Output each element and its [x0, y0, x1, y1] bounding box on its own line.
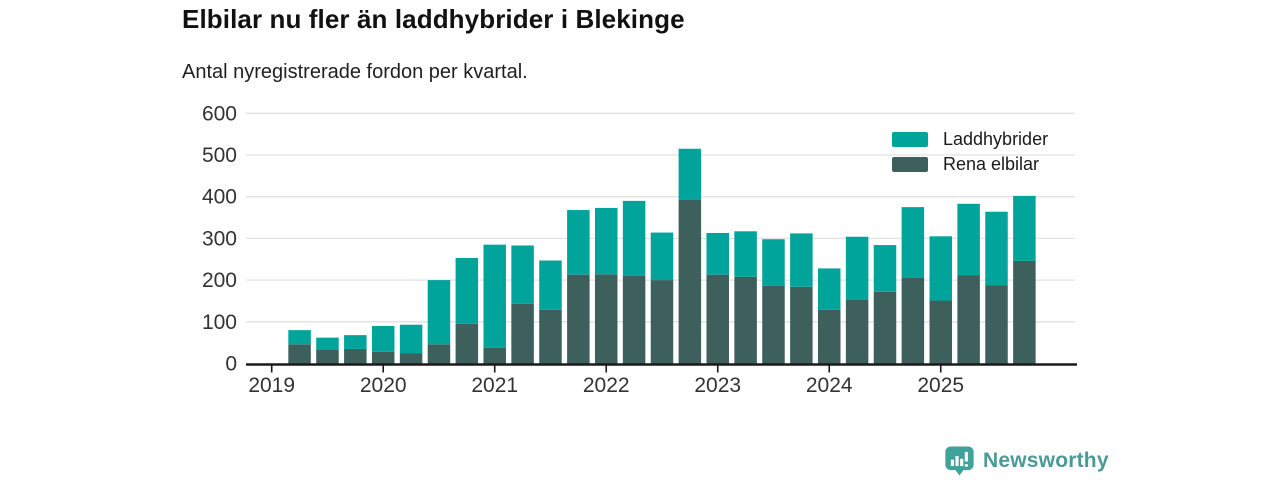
bar-2023-Q4-rena-elbilar — [790, 286, 813, 364]
x-axis-label-2020: 2020 — [360, 374, 407, 397]
x-axis-label-2022: 2022 — [583, 374, 630, 397]
bar-2021-Q3-rena-elbilar — [539, 309, 562, 364]
x-axis-label-2023: 2023 — [694, 374, 741, 397]
legend-label-laddhybrider: Laddhybrider — [943, 129, 1049, 149]
chart-legend: Laddhybrider Rena elbilar — [892, 130, 1048, 174]
bar-2020-Q1-rena-elbilar — [371, 351, 395, 364]
bar-2019-Q2-rena-elbilar — [288, 344, 311, 364]
bar-2022-Q2-laddhybrider — [622, 200, 646, 276]
bar-2025-Q2-laddhybrider — [957, 203, 980, 276]
bar-2024-Q1-laddhybrider — [817, 268, 841, 310]
bar-2022-Q2-rena-elbilar — [622, 275, 646, 364]
legend-swatch-rena-elbilar — [892, 157, 928, 172]
bar-2024-Q2-rena-elbilar — [845, 299, 869, 364]
bar-2022-Q4-rena-elbilar — [678, 199, 702, 364]
bar-2022-Q1-laddhybrider — [594, 207, 618, 275]
bar-2020-Q4-laddhybrider — [455, 257, 479, 324]
x-axis-label-2025: 2025 — [917, 374, 964, 397]
bar-2019-Q3-rena-elbilar — [316, 349, 339, 364]
legend-item-laddhybrider: Laddhybrider — [892, 130, 1048, 149]
bar-2024-Q3-laddhybrider — [873, 245, 897, 292]
bar-2020-Q2-rena-elbilar — [399, 353, 423, 364]
bar-2019-Q4-rena-elbilar — [344, 348, 367, 364]
legend-label-rena-elbilar: Rena elbilar — [943, 154, 1040, 174]
bar-2021-Q2-laddhybrider — [511, 245, 534, 304]
legend-swatch-laddhybrider — [892, 132, 928, 147]
bar-2024-Q1-rena-elbilar — [817, 309, 841, 364]
y-axis-label-300: 300 — [202, 227, 237, 250]
bar-2025-Q1-rena-elbilar — [929, 300, 952, 364]
bar-2020-Q2-laddhybrider — [399, 324, 423, 354]
newsworthy-icon — [945, 445, 974, 476]
bar-2023-Q3-rena-elbilar — [762, 285, 785, 364]
bar-2023-Q2-laddhybrider — [734, 231, 757, 277]
newsworthy-wordmark: Newsworthy — [983, 449, 1109, 472]
bar-2023-Q1-laddhybrider — [706, 232, 729, 275]
y-axis-label-500: 500 — [202, 144, 237, 167]
newsworthy-logo[interactable]: Newsworthy — [944, 443, 1109, 479]
bar-2022-Q3-rena-elbilar — [650, 280, 674, 364]
bar-2021-Q3-laddhybrider — [539, 260, 562, 310]
bar-2021-Q1-rena-elbilar — [483, 347, 506, 364]
bar-2023-Q4-laddhybrider — [790, 233, 813, 287]
bar-2023-Q1-rena-elbilar — [706, 274, 729, 364]
bar-2019-Q2-laddhybrider — [288, 330, 311, 345]
bar-2023-Q3-laddhybrider — [762, 239, 785, 286]
bar-2020-Q3-rena-elbilar — [427, 344, 451, 364]
bar-2019-Q4-laddhybrider — [344, 335, 367, 349]
x-axis-label-2021: 2021 — [471, 374, 518, 397]
bar-2025-Q3-laddhybrider — [985, 211, 1008, 286]
x-axis-label-2024: 2024 — [806, 374, 853, 397]
y-axis-label-200: 200 — [202, 269, 237, 292]
bar-2020-Q3-laddhybrider — [427, 280, 451, 345]
chart-title: Elbilar nu fler än laddhybrider i Blekin… — [182, 4, 685, 34]
bar-2022-Q3-laddhybrider — [650, 232, 674, 281]
bar-2021-Q4-laddhybrider — [567, 210, 590, 275]
bar-2025-Q4-laddhybrider — [1013, 195, 1036, 261]
y-axis-label-100: 100 — [202, 311, 237, 334]
bar-2021-Q1-laddhybrider — [483, 244, 506, 348]
bar-2025-Q2-rena-elbilar — [957, 275, 980, 364]
bar-2025-Q4-rena-elbilar — [1013, 260, 1036, 364]
y-axis-label-600: 600 — [202, 102, 237, 125]
bar-2024-Q4-rena-elbilar — [901, 277, 925, 364]
bar-2022-Q4-laddhybrider — [678, 148, 702, 200]
bar-2024-Q2-laddhybrider — [845, 236, 869, 300]
bar-2021-Q4-rena-elbilar — [567, 274, 590, 364]
bar-2024-Q4-laddhybrider — [901, 207, 925, 278]
y-axis-label-0: 0 — [225, 353, 237, 376]
bar-2020-Q4-rena-elbilar — [455, 323, 479, 364]
bar-2020-Q1-laddhybrider — [371, 325, 395, 352]
bar-2019-Q3-laddhybrider — [316, 337, 339, 350]
y-axis-label-400: 400 — [202, 186, 237, 209]
legend-item-rena-elbilar: Rena elbilar — [892, 155, 1048, 174]
x-axis-label-2019: 2019 — [248, 374, 295, 397]
bar-2025-Q3-rena-elbilar — [985, 285, 1008, 364]
bar-2022-Q1-rena-elbilar — [594, 274, 618, 364]
bar-2025-Q1-laddhybrider — [929, 236, 952, 301]
bar-2023-Q2-rena-elbilar — [734, 276, 757, 364]
bar-2021-Q2-rena-elbilar — [511, 303, 534, 364]
bar-2024-Q3-rena-elbilar — [873, 291, 897, 364]
chart-subtitle: Antal nyregistrerade fordon per kvartal. — [182, 61, 528, 83]
